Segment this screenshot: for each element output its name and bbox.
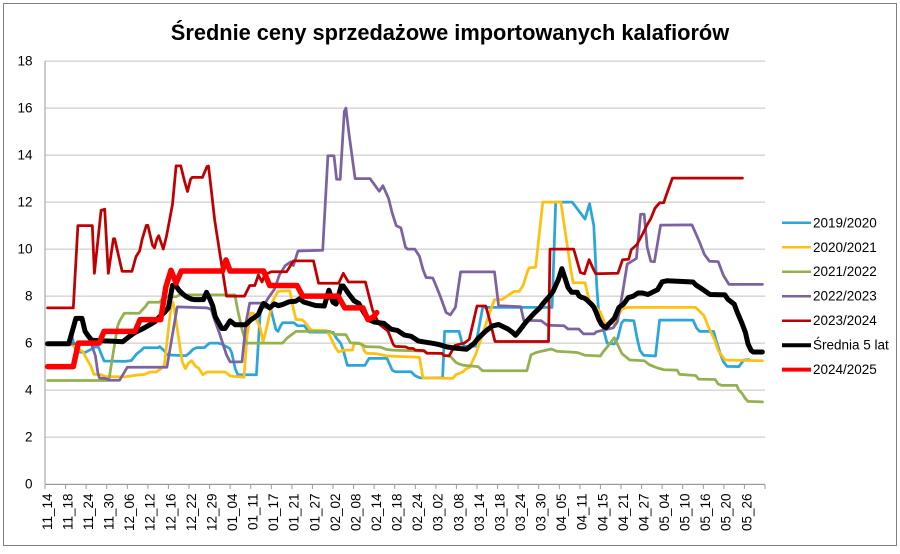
svg-text:01_21: 01_21 — [287, 494, 302, 532]
svg-text:04_05: 04_05 — [554, 494, 569, 532]
svg-text:2023/2024: 2023/2024 — [813, 313, 877, 328]
svg-text:05_10: 05_10 — [678, 494, 693, 532]
svg-text:04_11: 04_11 — [575, 494, 590, 531]
svg-text:2019/2020: 2019/2020 — [813, 215, 877, 230]
svg-text:05_04: 05_04 — [657, 493, 672, 531]
svg-text:01_27: 01_27 — [307, 494, 322, 532]
svg-text:14: 14 — [17, 147, 33, 162]
svg-text:03_02: 03_02 — [431, 494, 446, 532]
svg-text:0: 0 — [25, 476, 33, 491]
svg-text:02_24: 02_24 — [410, 493, 425, 531]
svg-text:04_15: 04_15 — [595, 494, 610, 532]
svg-text:05_26: 05_26 — [739, 494, 754, 532]
svg-text:2021/2022: 2021/2022 — [813, 264, 877, 279]
svg-text:8: 8 — [25, 288, 33, 303]
svg-text:Średnie ceny sprzedażowe impor: Średnie ceny sprzedażowe importowanych k… — [171, 20, 729, 45]
svg-text:12: 12 — [17, 194, 32, 209]
svg-text:11_14: 11_14 — [40, 493, 55, 530]
svg-text:05_16: 05_16 — [698, 494, 713, 532]
svg-text:11_24: 11_24 — [81, 493, 96, 530]
svg-text:12_12: 12_12 — [143, 494, 158, 532]
svg-text:03_08: 03_08 — [451, 494, 466, 532]
svg-text:05_20: 05_20 — [719, 494, 734, 532]
svg-text:03_14: 03_14 — [472, 493, 487, 531]
svg-text:18: 18 — [17, 53, 32, 68]
svg-text:2020/2021: 2020/2021 — [813, 240, 877, 255]
svg-text:2022/2023: 2022/2023 — [813, 289, 877, 304]
svg-text:01_17: 01_17 — [266, 494, 281, 532]
svg-text:4: 4 — [25, 382, 33, 397]
svg-text:04_21: 04_21 — [616, 494, 631, 532]
svg-text:02_14: 02_14 — [369, 493, 384, 531]
svg-text:12_16: 12_16 — [163, 494, 178, 532]
svg-text:10: 10 — [17, 241, 32, 256]
svg-text:02_18: 02_18 — [390, 494, 405, 532]
svg-text:02_08: 02_08 — [348, 494, 363, 532]
svg-text:04_27: 04_27 — [637, 494, 652, 532]
svg-text:2024/2025: 2024/2025 — [813, 362, 877, 377]
svg-text:02_02: 02_02 — [328, 494, 343, 532]
svg-text:12_29: 12_29 — [204, 494, 219, 532]
svg-text:03_30: 03_30 — [534, 494, 549, 532]
svg-text:03_24: 03_24 — [513, 493, 528, 531]
svg-text:12_06: 12_06 — [122, 494, 137, 532]
svg-text:11_30: 11_30 — [102, 494, 117, 531]
svg-text:2: 2 — [25, 429, 33, 444]
svg-text:03_18: 03_18 — [493, 494, 508, 532]
svg-text:11_18: 11_18 — [60, 494, 75, 531]
svg-text:01_11: 01_11 — [246, 494, 261, 531]
svg-text:01_04: 01_04 — [225, 493, 240, 531]
svg-text:12_22: 12_22 — [184, 494, 199, 532]
svg-text:16: 16 — [17, 100, 32, 115]
svg-text:Średnia 5 lat: Średnia 5 lat — [813, 338, 889, 353]
svg-text:6: 6 — [25, 335, 33, 350]
